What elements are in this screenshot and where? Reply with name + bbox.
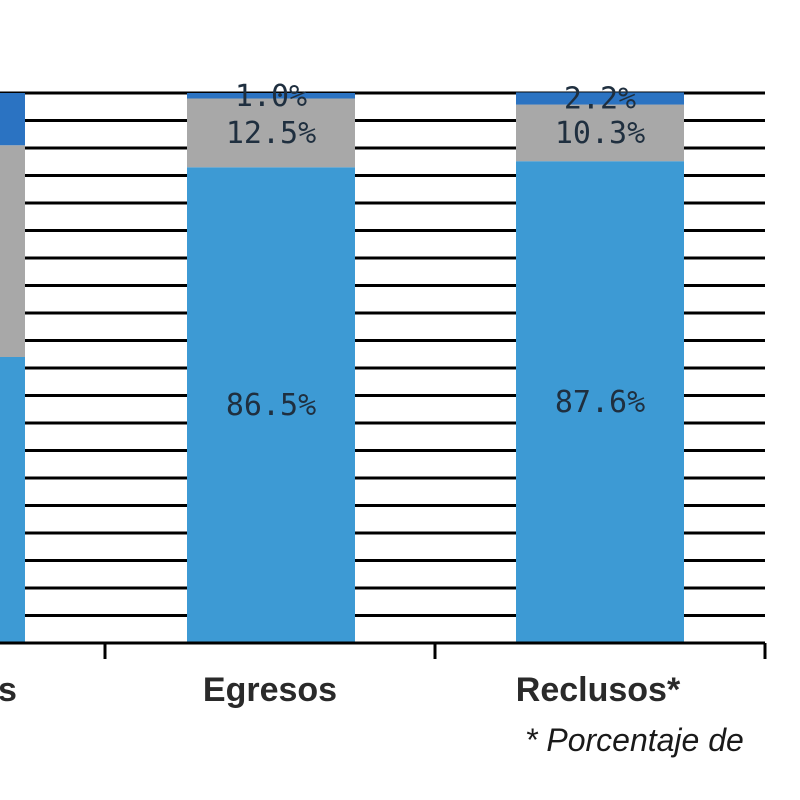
bar-segment-partial [0,145,25,357]
data-label: 2.2% [564,82,636,117]
bar-segment [516,92,684,105]
category-label: Egresos [203,671,337,709]
data-label: 1.0% [235,79,307,114]
data-label: 10.3% [555,116,645,151]
bar-segment [516,161,684,643]
data-label: 86.5% [226,388,316,423]
category-label: s [0,671,17,709]
bar-segment [516,104,684,162]
bar-segment [187,167,355,643]
bar-segment [187,93,355,99]
data-label: 12.5% [226,116,316,151]
bar-segment-partial [0,93,25,146]
category-label: Reclusos* [516,671,681,709]
data-label: 87.6% [555,385,645,420]
bar-segment [187,98,355,168]
bar-segment-partial [0,357,25,643]
footnote: * Porcentaje de [525,722,744,758]
